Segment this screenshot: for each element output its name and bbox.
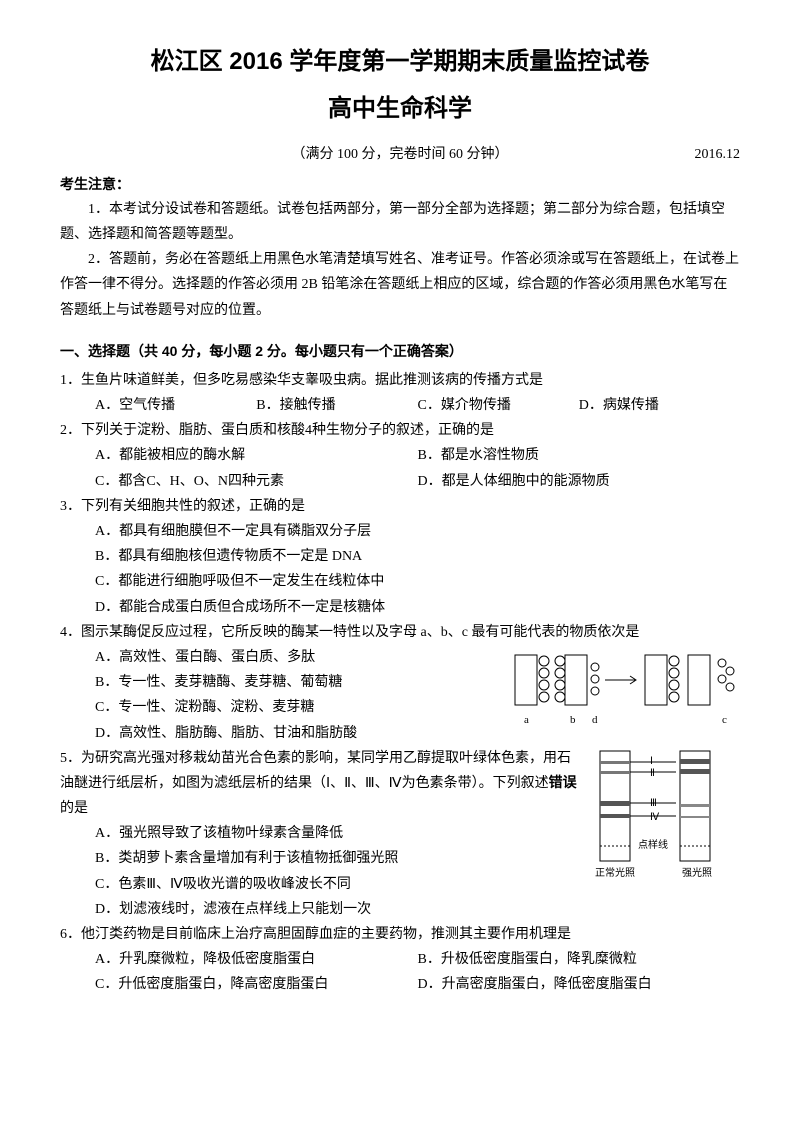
- section-1-title: 一、选择题（共 40 分，每小题 2 分。每小题只有一个正确答案）: [60, 339, 740, 364]
- title-line1: 松江区 2016 学年度第一学期期末质量监控试卷: [60, 40, 740, 83]
- q4-label-b: b: [570, 714, 576, 726]
- q5-roman-1: Ⅰ: [650, 756, 653, 767]
- chromatography-diagram: Ⅰ Ⅱ Ⅲ Ⅳ 点样线 正常光照 强光照: [590, 746, 740, 886]
- question-1: 1．生鱼片味道鲜美，但多吃易感染华支睾吸虫病。据此推测该病的传播方式是 A．空气…: [60, 368, 740, 418]
- q1-opt-b: B．接触传播: [256, 393, 417, 418]
- q5-opt-d: D．划滤液线时，滤液在点样线上只能划一次: [95, 897, 582, 922]
- q5-roman-3: Ⅲ: [650, 798, 657, 809]
- q5-error-word: 错误: [549, 776, 577, 791]
- exam-date: 2016.12: [695, 142, 741, 167]
- q4-stem: 4．图示某酶促反应过程，它所反映的酶某一特性以及字母 a、b、c 最有可能代表的…: [60, 620, 740, 645]
- q4-opt-c: C．专一性、淀粉酶、淀粉、麦芽糖: [95, 695, 502, 720]
- q2-opt-a: A．都能被相应的酶水解: [95, 443, 418, 468]
- q4-label-d: d: [592, 714, 598, 726]
- q5-opt-c: C．色素Ⅲ、Ⅳ吸收光谱的吸收峰波长不同: [95, 872, 582, 897]
- q4-label-c: c: [722, 714, 727, 726]
- q1-opt-d: D．病媒传播: [579, 393, 740, 418]
- q3-stem: 3．下列有关细胞共性的叙述，正确的是: [60, 494, 740, 519]
- q5-left-label: 正常光照: [595, 866, 635, 879]
- question-4: 4．图示某酶促反应过程，它所反映的酶某一特性以及字母 a、b、c 最有可能代表的…: [60, 620, 740, 746]
- q1-opt-c: C．媒介物传播: [418, 393, 579, 418]
- q3-options: A．都具有细胞膜但不一定具有磷脂双分子层 B．都具有细胞核但遗传物质不一定是 D…: [95, 519, 740, 620]
- q5-roman-2: Ⅱ: [650, 768, 655, 779]
- q6-options: A．升乳糜微粒，降极低密度脂蛋白 B．升极低密度脂蛋白，降乳糜微粒 C．升低密度…: [95, 947, 740, 997]
- q5-opt-a: A．强光照导致了该植物叶绿素含量降低: [95, 821, 582, 846]
- notice-title: 考生注意：: [60, 172, 740, 197]
- q2-opt-b: B．都是水溶性物质: [418, 443, 741, 468]
- q4-opt-a: A．高效性、蛋白酶、蛋白质、多肽: [95, 645, 502, 670]
- q2-opt-c: C．都含C、H、O、N四种元素: [95, 469, 418, 494]
- q5-figure: Ⅰ Ⅱ Ⅲ Ⅳ 点样线 正常光照 强光照: [590, 746, 740, 895]
- notice-2: 2．答题前，务必在答题纸上用黑色水笔清楚填写姓名、准考证号。作答必须涂或写在答题…: [60, 247, 740, 323]
- question-3: 3．下列有关细胞共性的叙述，正确的是 A．都具有细胞膜但不一定具有磷脂双分子层 …: [60, 494, 740, 620]
- q3-opt-b: B．都具有细胞核但遗传物质不一定是 DNA: [95, 544, 740, 569]
- q6-stem: 6．他汀类药物是目前临床上治疗高胆固醇血症的主要药物，推测其主要作用机理是: [60, 922, 740, 947]
- q2-options: A．都能被相应的酶水解 B．都是水溶性物质 C．都含C、H、O、N四种元素 D．…: [95, 443, 740, 493]
- enzyme-diagram: a b d c: [510, 645, 740, 735]
- q2-opt-d: D．都是人体细胞中的能源物质: [418, 469, 741, 494]
- q5-options: A．强光照导致了该植物叶绿素含量降低 B．类胡萝卜素含量增加有利于该植物抵御强光…: [95, 821, 582, 922]
- q5-roman-4: Ⅳ: [650, 812, 660, 823]
- exam-meta: （满分 100 分，完卷时间 60 分钟） 2016.12: [60, 142, 740, 167]
- q5-opt-b: B．类胡萝卜素含量增加有利于该植物抵御强光照: [95, 846, 582, 871]
- q4-options: A．高效性、蛋白酶、蛋白质、多肽 B．专一性、麦芽糖酶、麦芽糖、葡萄糖 C．专一…: [95, 645, 502, 746]
- q6-opt-a: A．升乳糜微粒，降极低密度脂蛋白: [95, 947, 418, 972]
- q6-opt-c: C．升低密度脂蛋白，降高密度脂蛋白: [95, 972, 418, 997]
- q1-stem: 1．生鱼片味道鲜美，但多吃易感染华支睾吸虫病。据此推测该病的传播方式是: [60, 368, 740, 393]
- q1-opt-a: A．空气传播: [95, 393, 256, 418]
- title-line2: 高中生命科学: [60, 87, 740, 130]
- q3-opt-a: A．都具有细胞膜但不一定具有磷脂双分子层: [95, 519, 740, 544]
- meta-text: （满分 100 分，完卷时间 60 分钟）: [292, 147, 509, 162]
- q2-stem: 2．下列关于淀粉、脂肪、蛋白质和核酸4种生物分子的叙述，正确的是: [60, 418, 740, 443]
- notice-block: 考生注意： 1．本考试分设试卷和答题纸。试卷包括两部分，第一部分全部为选择题；第…: [60, 172, 740, 323]
- q5-dotline-label: 点样线: [638, 838, 668, 851]
- q5-right-label: 强光照: [682, 866, 712, 879]
- q4-figure: a b d c: [510, 645, 740, 744]
- question-5: 5．为研究高光强对移栽幼苗光合色素的影响，某同学用乙醇提取叶绿体色素，用石油醚进…: [60, 746, 740, 922]
- q6-opt-b: B．升极低密度脂蛋白，降乳糜微粒: [418, 947, 741, 972]
- q3-opt-d: D．都能合成蛋白质但合成场所不一定是核糖体: [95, 595, 740, 620]
- q4-opt-b: B．专一性、麦芽糖酶、麦芽糖、葡萄糖: [95, 670, 502, 695]
- q3-opt-c: C．都能进行细胞呼吸但不一定发生在线粒体中: [95, 569, 740, 594]
- q4-opt-d: D．高效性、脂肪酶、脂肪、甘油和脂肪酸: [95, 721, 502, 746]
- question-6: 6．他汀类药物是目前临床上治疗高胆固醇血症的主要药物，推测其主要作用机理是 A．…: [60, 922, 740, 998]
- q6-opt-d: D．升高密度脂蛋白，降低密度脂蛋白: [418, 972, 741, 997]
- q4-label-a: a: [524, 714, 529, 726]
- question-2: 2．下列关于淀粉、脂肪、蛋白质和核酸4种生物分子的叙述，正确的是 A．都能被相应…: [60, 418, 740, 494]
- q1-options: A．空气传播 B．接触传播 C．媒介物传播 D．病媒传播: [95, 393, 740, 418]
- notice-1: 1．本考试分设试卷和答题纸。试卷包括两部分，第一部分全部为选择题；第二部分为综合…: [60, 197, 740, 247]
- q5-stem: 5．为研究高光强对移栽幼苗光合色素的影响，某同学用乙醇提取叶绿体色素，用石油醚进…: [60, 746, 582, 822]
